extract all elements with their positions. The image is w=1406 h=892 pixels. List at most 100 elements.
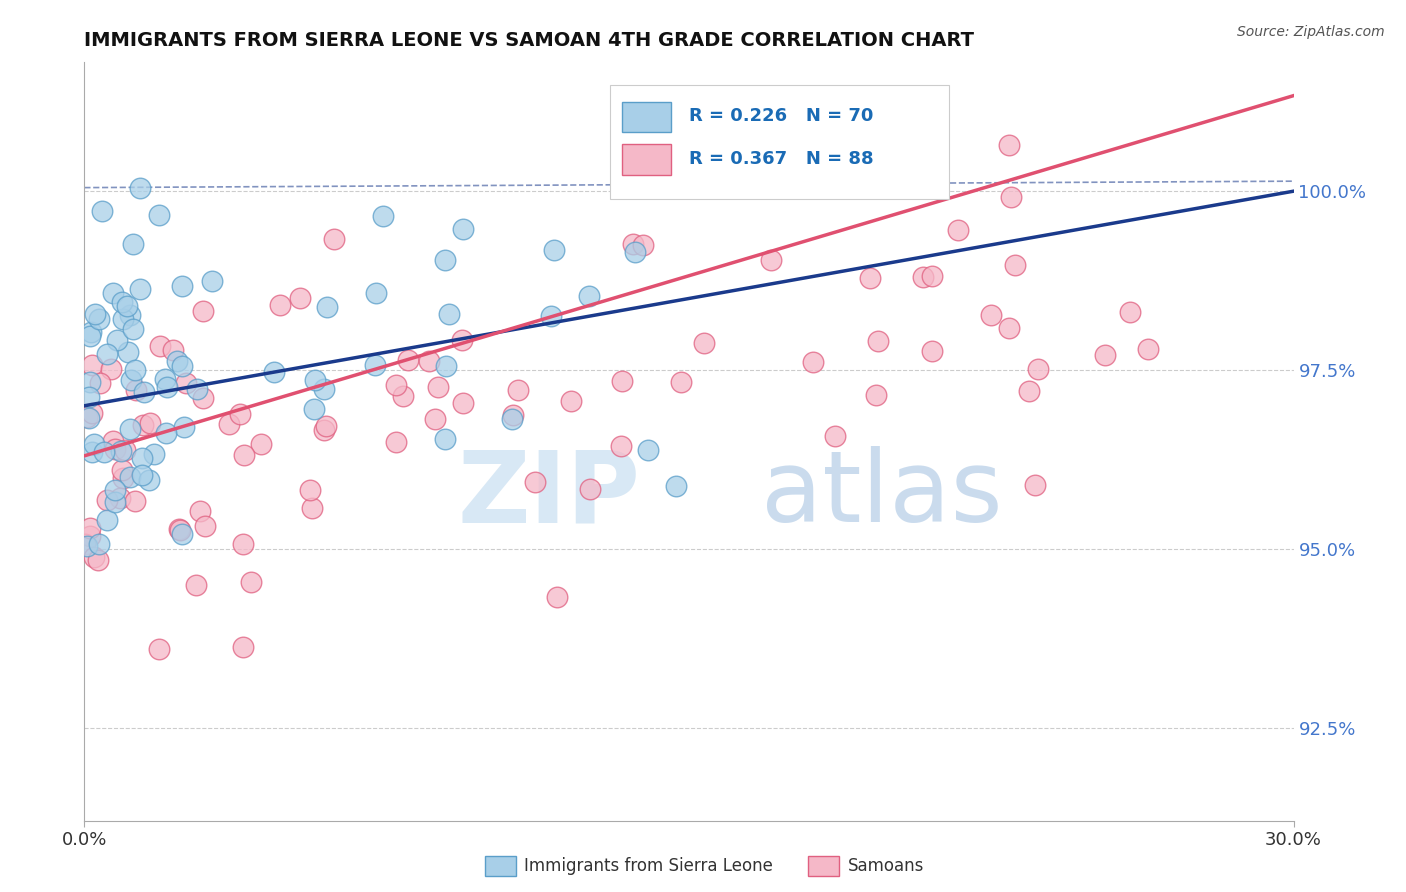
- Point: [624, 244, 647, 259]
- Point: [316, 300, 339, 314]
- FancyBboxPatch shape: [610, 85, 949, 199]
- Point: [201, 274, 224, 288]
- Point: [125, 384, 148, 398]
- Point: [89, 376, 111, 390]
- Point: [100, 362, 122, 376]
- Point: [911, 270, 934, 285]
- Point: [170, 279, 193, 293]
- Point: [186, 383, 208, 397]
- Point: [96, 347, 118, 361]
- Point: [637, 442, 659, 457]
- Point: [117, 344, 139, 359]
- Point: [610, 374, 633, 388]
- Point: [693, 335, 716, 350]
- Point: [131, 468, 153, 483]
- Point: [921, 343, 943, 358]
- Point: [269, 298, 291, 312]
- Point: [1136, 342, 1159, 356]
- Point: [120, 422, 142, 436]
- Point: [392, 389, 415, 403]
- Point: [90, 204, 112, 219]
- Point: [80, 325, 103, 339]
- Point: [859, 270, 882, 285]
- Point: [115, 299, 138, 313]
- Point: [263, 365, 285, 379]
- Point: [824, 429, 846, 443]
- Point: [167, 522, 190, 536]
- Point: [451, 396, 474, 410]
- Point: [1024, 478, 1046, 492]
- Point: [84, 307, 107, 321]
- Point: [188, 504, 211, 518]
- Text: Immigrants from Sierra Leone: Immigrants from Sierra Leone: [524, 857, 773, 875]
- Point: [121, 321, 143, 335]
- Point: [77, 411, 100, 425]
- Point: [103, 285, 125, 300]
- Point: [128, 282, 150, 296]
- Point: [228, 407, 250, 421]
- Point: [104, 495, 127, 509]
- Point: [193, 391, 215, 405]
- Point: [184, 577, 207, 591]
- Point: [87, 537, 110, 551]
- Point: [83, 437, 105, 451]
- Point: [312, 382, 335, 396]
- Point: [610, 439, 633, 453]
- Point: [998, 138, 1021, 153]
- Point: [1018, 384, 1040, 398]
- Point: [191, 303, 214, 318]
- Point: [80, 406, 103, 420]
- Point: [578, 289, 600, 303]
- Point: [104, 442, 127, 456]
- Point: [1000, 190, 1022, 204]
- Text: R = 0.226   N = 70: R = 0.226 N = 70: [689, 107, 873, 125]
- Point: [111, 294, 134, 309]
- Point: [162, 343, 184, 357]
- Point: [155, 372, 177, 386]
- Point: [174, 376, 197, 391]
- Point: [385, 434, 408, 449]
- Text: Samoans: Samoans: [848, 857, 924, 875]
- Point: [314, 423, 336, 437]
- Point: [110, 444, 132, 458]
- Point: [149, 339, 172, 353]
- Point: [250, 437, 273, 451]
- Point: [665, 478, 688, 492]
- Point: [118, 309, 141, 323]
- Point: [79, 529, 101, 543]
- Point: [451, 222, 474, 236]
- Point: [560, 393, 582, 408]
- Point: [138, 473, 160, 487]
- Point: [578, 482, 600, 496]
- Point: [173, 419, 195, 434]
- Point: [120, 470, 142, 484]
- Point: [301, 501, 323, 516]
- Point: [194, 519, 217, 533]
- Point: [82, 358, 104, 372]
- Point: [83, 549, 105, 564]
- Point: [546, 591, 568, 605]
- Point: [1004, 258, 1026, 272]
- Point: [451, 334, 474, 348]
- Text: ZIP: ZIP: [458, 446, 641, 543]
- Point: [1119, 305, 1142, 319]
- Point: [371, 210, 394, 224]
- Point: [433, 432, 456, 446]
- Point: [142, 447, 165, 461]
- Point: [170, 359, 193, 374]
- Point: [921, 268, 943, 283]
- Point: [304, 373, 326, 387]
- Point: [543, 244, 565, 258]
- Point: [299, 483, 322, 497]
- Text: R = 0.367   N = 88: R = 0.367 N = 88: [689, 150, 873, 168]
- Point: [76, 539, 98, 553]
- Text: atlas: atlas: [762, 446, 1002, 543]
- Point: [801, 355, 824, 369]
- Point: [76, 410, 98, 425]
- Point: [669, 375, 692, 389]
- Point: [79, 521, 101, 535]
- Point: [433, 252, 456, 267]
- Point: [418, 353, 440, 368]
- Point: [128, 180, 150, 194]
- Point: [124, 493, 146, 508]
